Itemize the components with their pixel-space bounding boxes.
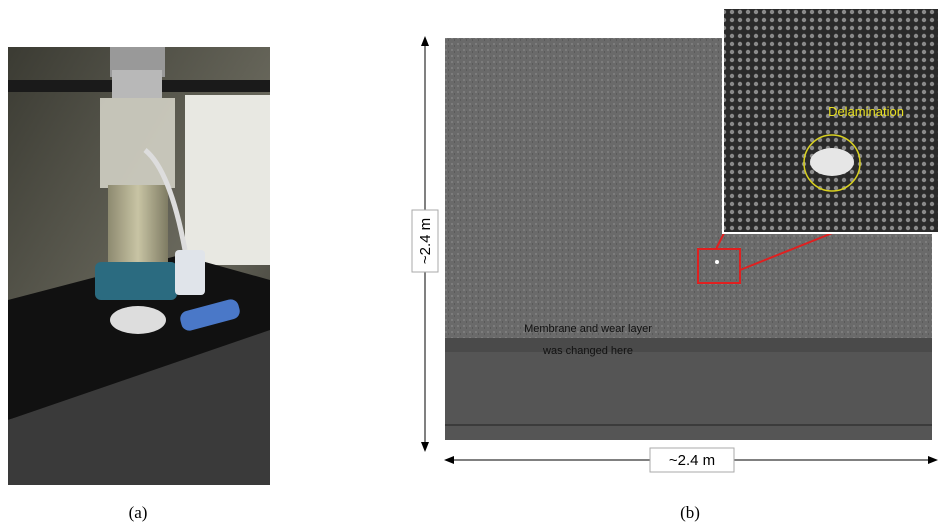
note-line: Membrane and wear layer bbox=[524, 323, 652, 335]
inset-label: Delamination bbox=[828, 104, 904, 119]
note-line: was changed here bbox=[542, 345, 633, 357]
height-dimension: ~2.4 m bbox=[412, 36, 438, 452]
figure: Membrane and wear layer was changed here… bbox=[0, 0, 943, 529]
width-dimension: ~2.4 m bbox=[444, 448, 938, 472]
inset: Delamination bbox=[723, 8, 939, 233]
caption: (b) bbox=[680, 503, 700, 522]
caption: (a) bbox=[129, 503, 148, 522]
width-label: ~2.4 m bbox=[669, 452, 715, 469]
height-label: ~2.4 m bbox=[417, 218, 434, 264]
photo-a bbox=[8, 47, 270, 485]
